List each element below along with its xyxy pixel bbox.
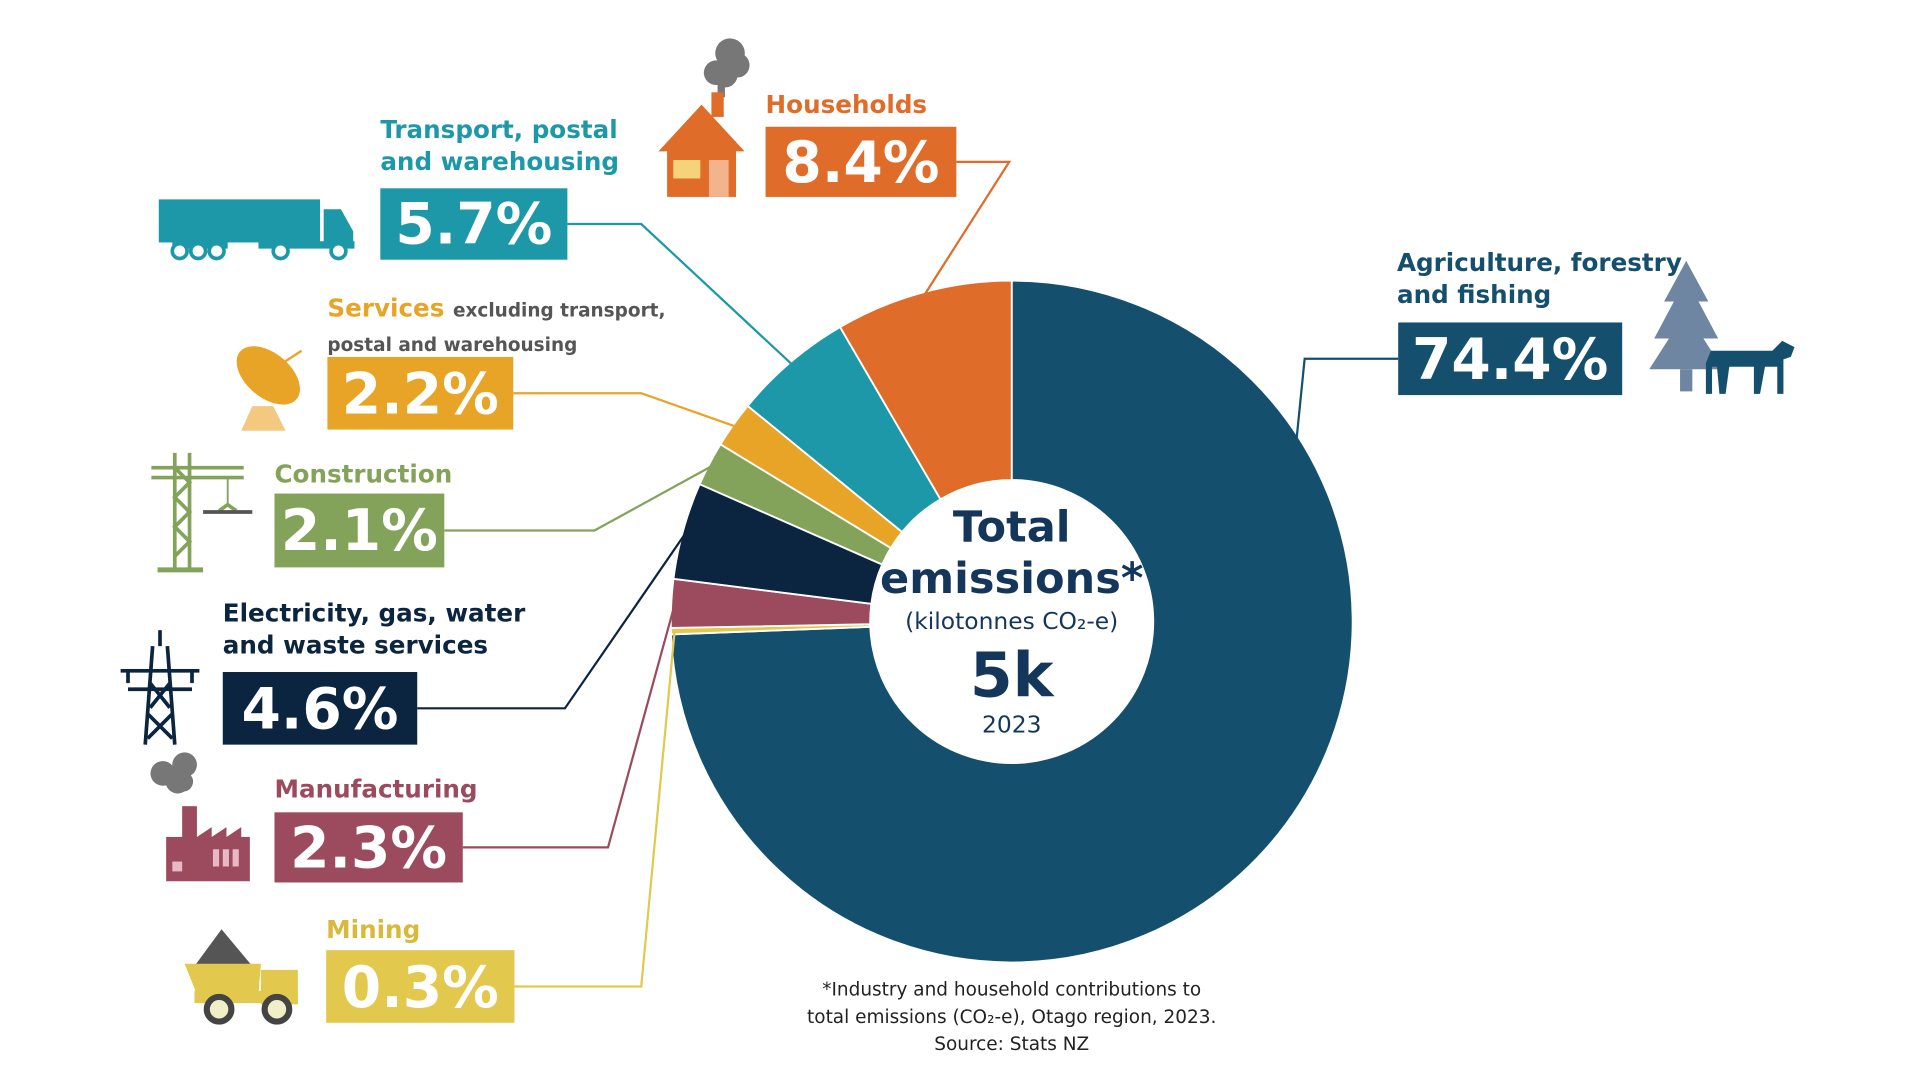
category-name: Services	[327, 292, 445, 323]
category-name: Agriculture, forestry and fishing	[1396, 247, 1682, 309]
center-hole	[870, 480, 1154, 764]
crane-icon	[151, 452, 253, 573]
icons	[120, 38, 1795, 1025]
center-value: 5k	[969, 640, 1054, 712]
pylon-icon	[120, 630, 200, 745]
category-name: Transport, postal and warehousing	[380, 114, 620, 177]
category-label: Agriculture, forestry and fishing	[1397, 246, 1692, 310]
footnote: total emissions (CO₂-e), Otago region, 2…	[807, 1005, 1217, 1028]
value-label: 4.6%	[222, 672, 418, 745]
truck-icon	[158, 199, 355, 261]
house-icon	[658, 38, 750, 197]
category-label: Electricity, gas, water and waste servic…	[223, 597, 531, 661]
category-name: Households	[765, 89, 928, 120]
value-label: 2.3%	[274, 812, 463, 883]
center-year: 2023	[981, 711, 1042, 739]
leader-line	[514, 630, 676, 988]
center-title: Total emissions*	[880, 503, 1144, 605]
footnote: Source: Stats NZ	[934, 1032, 1090, 1055]
value-label: 5.7%	[380, 188, 568, 260]
category-label: Services excluding transport, postal and…	[327, 292, 665, 361]
leader-line	[1253, 357, 1399, 856]
leader-line	[417, 530, 688, 710]
leader-line	[513, 392, 737, 428]
center-subtitle: (kilotonnes CO₂-e)	[905, 608, 1119, 636]
category-label: Transport, postal and warehousing	[380, 113, 626, 177]
category-name: Electricity, gas, water and waste servic…	[222, 598, 526, 660]
value-label: 8.4%	[765, 126, 957, 197]
value-label: 74.4%	[1398, 322, 1623, 396]
leader-line	[444, 464, 714, 532]
tree-cow-icon	[1649, 260, 1795, 394]
category-label: Mining	[326, 913, 572, 945]
value-label: 2.2%	[327, 356, 514, 430]
dump-truck-icon	[184, 929, 298, 1025]
leader-line	[462, 603, 677, 849]
dish-icon	[236, 346, 303, 431]
footnote: *Industry and household contributions to	[822, 978, 1202, 1001]
value-label: 2.1%	[274, 493, 445, 568]
category-note: excluding transport, postal and warehous…	[327, 299, 666, 356]
category-name: Construction	[274, 459, 453, 489]
category-label: Households	[766, 89, 1012, 121]
category-name: Manufacturing	[274, 774, 478, 804]
value-label: 0.3%	[326, 950, 515, 1023]
leader-line	[567, 222, 794, 366]
category-label: Construction	[274, 458, 520, 490]
factory-icon	[150, 752, 250, 882]
category-label: Manufacturing	[274, 773, 545, 805]
leader-line	[922, 160, 1012, 297]
category-name: Mining	[326, 914, 421, 945]
